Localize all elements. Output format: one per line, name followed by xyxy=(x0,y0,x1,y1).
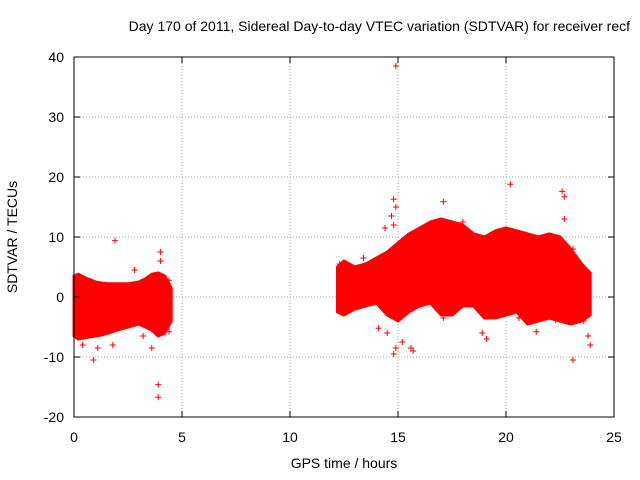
y-tick-label: -20 xyxy=(44,409,64,425)
data-band xyxy=(72,217,592,341)
data-point xyxy=(360,255,367,261)
x-tick-label: 25 xyxy=(606,429,622,445)
data-point xyxy=(507,181,514,188)
data-point xyxy=(587,342,594,348)
data-band-segment xyxy=(336,217,592,326)
y-tick-label: 40 xyxy=(48,49,64,65)
axis-ticks: 0 5 10 15 20 25 -20 -10 0 10 20 30 40 xyxy=(44,49,622,445)
data-point xyxy=(392,345,399,351)
data-point xyxy=(561,216,568,222)
data-point xyxy=(533,328,540,335)
data-point xyxy=(148,345,155,351)
x-tick-label: 15 xyxy=(390,429,406,445)
data-point xyxy=(79,342,86,348)
x-tick-label: 5 xyxy=(178,429,186,445)
data-band-segment xyxy=(72,271,173,341)
x-tick-label: 0 xyxy=(70,429,78,445)
y-tick-label: -10 xyxy=(44,349,64,365)
data-point xyxy=(390,351,397,357)
x-tick-label: 10 xyxy=(282,429,298,445)
data-point xyxy=(94,345,101,351)
data-point xyxy=(479,330,486,336)
data-point xyxy=(157,249,164,255)
y-axis-label: SDTVAR / TECUs xyxy=(4,180,20,294)
data-point xyxy=(459,219,466,225)
data-point xyxy=(390,222,397,228)
data-point xyxy=(166,277,173,284)
data-point xyxy=(90,357,97,363)
data-point xyxy=(580,318,587,324)
data-point xyxy=(399,339,406,345)
data-point xyxy=(410,348,417,354)
data-point xyxy=(155,394,162,401)
data-point xyxy=(382,225,389,231)
data-point xyxy=(390,196,397,203)
x-axis-label: GPS time / hours xyxy=(290,455,398,471)
data-point xyxy=(569,357,576,363)
data-point xyxy=(569,246,576,252)
data-point xyxy=(131,267,138,273)
data-point xyxy=(483,336,490,342)
data-point xyxy=(561,193,568,200)
data-point xyxy=(515,315,522,321)
data-point xyxy=(384,330,391,336)
data-point xyxy=(112,237,119,244)
y-tick-label: 0 xyxy=(56,289,64,305)
data-point xyxy=(440,315,447,321)
data-point xyxy=(440,198,447,205)
x-tick-label: 20 xyxy=(498,429,514,445)
data-point xyxy=(388,213,395,219)
data-point xyxy=(166,328,173,335)
data-point xyxy=(392,63,399,69)
chart-title: Day 170 of 2011, Sidereal Day-to-day VTE… xyxy=(128,18,630,34)
data-point xyxy=(375,325,382,332)
y-tick-label: 30 xyxy=(48,109,64,125)
data-point xyxy=(392,204,399,210)
y-tick-label: 10 xyxy=(48,229,64,245)
data-point xyxy=(559,188,566,195)
data-points xyxy=(79,63,594,401)
data-point xyxy=(140,333,147,339)
data-point xyxy=(109,342,116,348)
data-point xyxy=(585,333,592,339)
data-point xyxy=(336,261,343,267)
data-point xyxy=(552,316,559,323)
data-point xyxy=(155,381,162,388)
data-point xyxy=(157,258,164,264)
y-tick-label: 20 xyxy=(48,169,64,185)
